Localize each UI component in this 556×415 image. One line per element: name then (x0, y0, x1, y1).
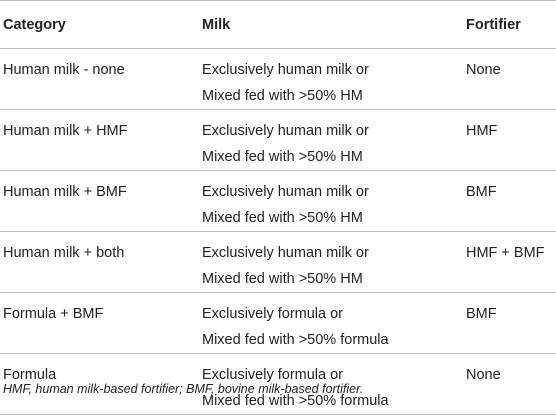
category-cell: Formula (3, 367, 57, 383)
milk-cell: Exclusively human milk or Mixed fed with… (199, 171, 463, 232)
table-row: Human milk + HMF Exclusively human milk … (0, 110, 556, 171)
milk-cell: Exclusively human milk or Mixed fed with… (199, 110, 463, 171)
milk-line-1: Exclusively human milk or (202, 184, 369, 200)
table-row: Formula + BMF Exclusively formula or Mix… (0, 293, 556, 354)
category-cell: Human milk + both (3, 245, 125, 261)
milk-line-2: Mixed fed with >50% HM (202, 271, 363, 287)
milk-line-1: Exclusively human milk or (202, 245, 369, 261)
table-header: Category Milk Fortifier (0, 0, 556, 49)
header-fortifier: Fortifier (463, 0, 556, 49)
header-row: Category Milk Fortifier (0, 0, 556, 49)
table-row: Human milk + both Exclusively human milk… (0, 232, 556, 293)
milk-line-1: Exclusively human milk or (202, 62, 369, 78)
header-category: Category (0, 0, 199, 49)
header-milk: Milk (199, 0, 463, 49)
fortifier-cell: BMF (466, 306, 497, 322)
milk-line-2: Mixed fed with >50% HM (202, 149, 363, 165)
category-cell: Human milk - none (3, 62, 125, 78)
milk-line-1: Exclusively formula or (202, 367, 344, 383)
fortifier-cell: HMF + BMF (466, 245, 545, 261)
table-footnote: HMF, human milk-based fortifier; BMF, bo… (3, 382, 364, 396)
table-row: Human milk + BMF Exclusively human milk … (0, 171, 556, 232)
table-row: Human milk - none Exclusively human milk… (0, 49, 556, 110)
category-cell: Formula + BMF (3, 306, 104, 322)
milk-cell: Exclusively formula or Mixed fed with >5… (199, 293, 463, 354)
milk-cell: Exclusively human milk or Mixed fed with… (199, 232, 463, 293)
fortifier-cell: None (466, 367, 501, 383)
milk-cell: Exclusively human milk or Mixed fed with… (199, 49, 463, 110)
milk-line-2: Mixed fed with >50% HM (202, 88, 363, 104)
milk-line-2: Mixed fed with >50% HM (202, 210, 363, 226)
fortifier-cell: BMF (466, 184, 497, 200)
category-cell: Human milk + BMF (3, 184, 127, 200)
table-body: Human milk - none Exclusively human milk… (0, 49, 556, 415)
milk-line-1: Exclusively human milk or (202, 123, 369, 139)
fortifier-cell: HMF (466, 123, 498, 139)
milk-line-2: Mixed fed with >50% formula (202, 332, 389, 348)
category-cell: Human milk + HMF (3, 123, 128, 139)
milk-line-1: Exclusively formula or (202, 306, 344, 322)
fortifier-cell: None (466, 62, 501, 78)
